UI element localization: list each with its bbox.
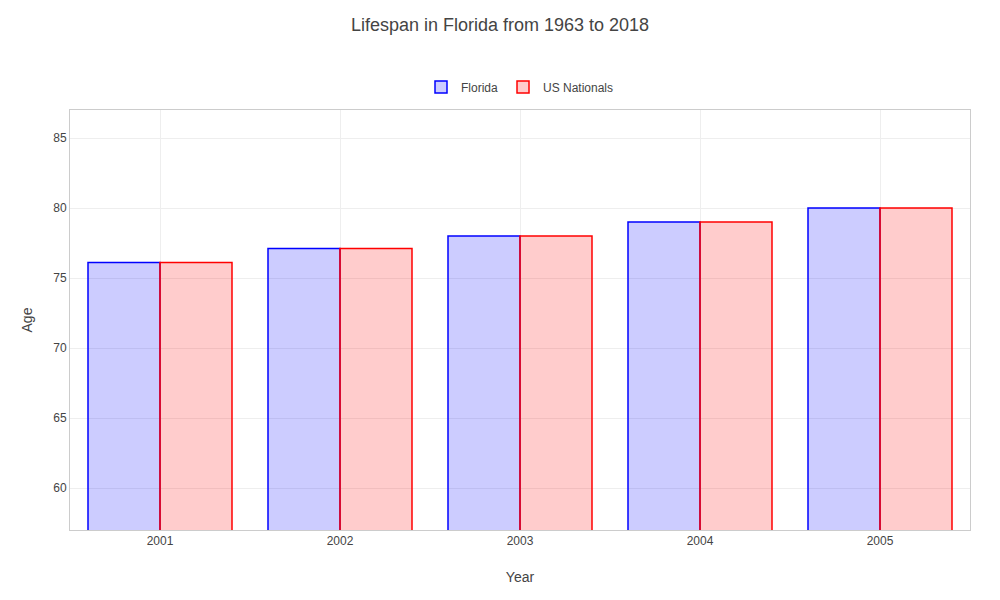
svg-text:60: 60 xyxy=(53,481,67,495)
svg-text:Florida: Florida xyxy=(461,81,498,95)
svg-text:80: 80 xyxy=(53,201,67,215)
svg-text:65: 65 xyxy=(53,411,67,425)
svg-text:2004: 2004 xyxy=(687,534,714,548)
svg-text:70: 70 xyxy=(53,341,67,355)
svg-text:85: 85 xyxy=(53,131,67,145)
svg-text:Year: Year xyxy=(506,569,535,585)
svg-text:2002: 2002 xyxy=(327,534,354,548)
svg-text:2001: 2001 xyxy=(147,534,174,548)
svg-text:Age: Age xyxy=(19,307,35,332)
svg-text:75: 75 xyxy=(53,271,67,285)
svg-text:2005: 2005 xyxy=(867,534,894,548)
svg-text:2003: 2003 xyxy=(507,534,534,548)
svg-text:Lifespan in Florida from 1963: Lifespan in Florida from 1963 to 2018 xyxy=(351,15,649,35)
svg-text:US Nationals: US Nationals xyxy=(543,81,613,95)
